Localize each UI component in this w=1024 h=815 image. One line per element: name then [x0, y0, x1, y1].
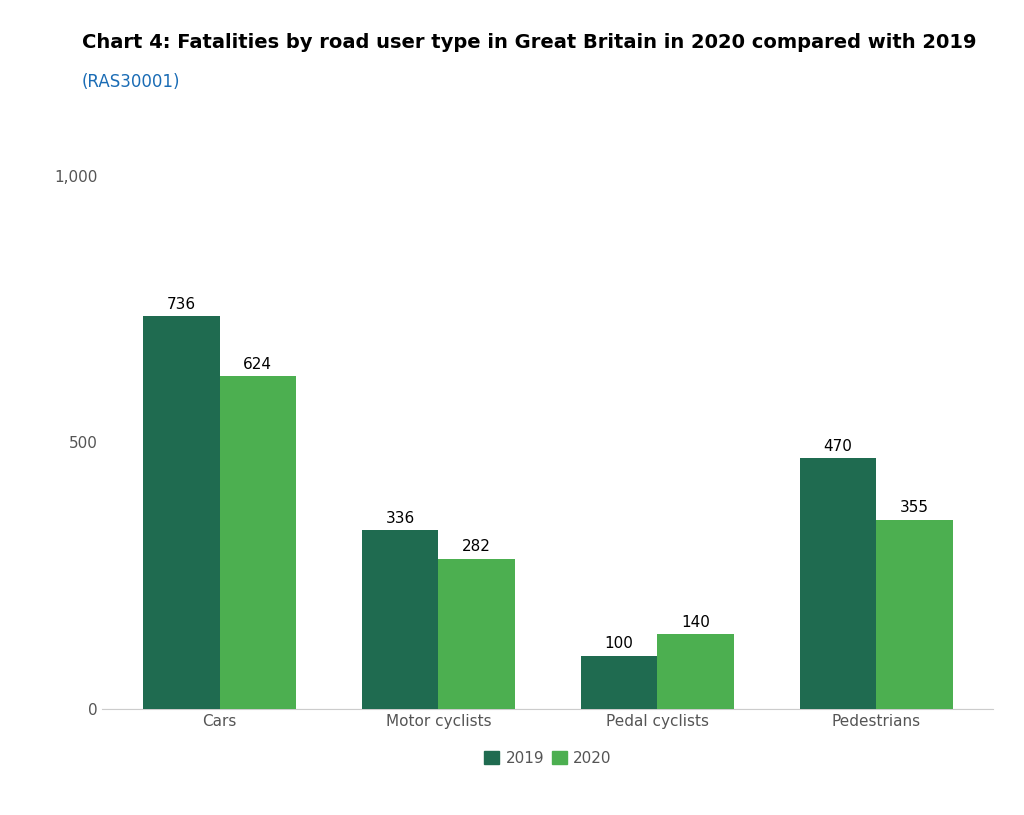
Bar	[877, 520, 952, 709]
Text: 100: 100	[604, 637, 634, 651]
Text: 624: 624	[244, 357, 272, 372]
Text: 140: 140	[681, 615, 710, 630]
Bar	[361, 530, 438, 709]
Text: 336: 336	[385, 510, 415, 526]
Text: 355: 355	[900, 500, 929, 515]
Text: 470: 470	[823, 439, 852, 454]
Text: (RAS30001): (RAS30001)	[82, 73, 180, 91]
Text: 282: 282	[462, 540, 492, 554]
Bar	[581, 656, 657, 709]
Bar	[657, 634, 734, 709]
Bar	[800, 458, 877, 709]
Bar	[438, 558, 515, 709]
Legend: 2019, 2020: 2019, 2020	[478, 745, 617, 772]
Text: 736: 736	[167, 297, 196, 312]
Bar	[143, 316, 219, 709]
Text: Chart 4: Fatalities by road user type in Great Britain in 2020 compared with 201: Chart 4: Fatalities by road user type in…	[82, 33, 977, 51]
Bar	[219, 377, 296, 709]
